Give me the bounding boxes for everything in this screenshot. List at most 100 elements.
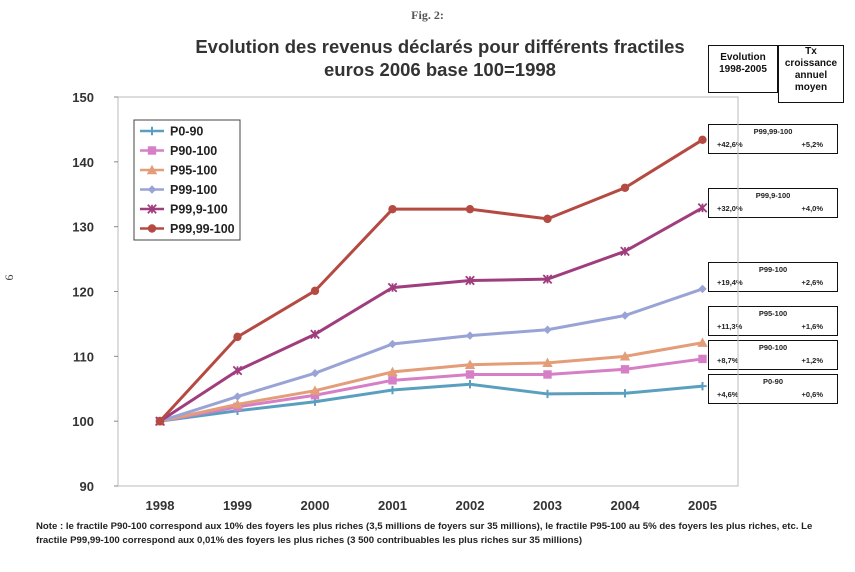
data-point — [543, 214, 552, 224]
data-point — [155, 416, 165, 426]
data-point — [543, 389, 552, 399]
y-tick-label: 120 — [72, 285, 94, 300]
annotation-growth: +2,6% — [801, 278, 823, 287]
legend-label: P99-100 — [170, 183, 217, 197]
annotation-p90: P90-100 +8,7% +1,2% — [708, 340, 838, 370]
y-tick-label: 100 — [72, 414, 94, 429]
legend-label: P99,99-100 — [170, 222, 235, 236]
annotation-name: P0-90 — [762, 377, 783, 386]
annotation-name: P99,9-100 — [755, 191, 791, 200]
data-point — [543, 325, 552, 334]
legend-label: P99,9-100 — [170, 203, 228, 217]
data-point — [620, 246, 630, 257]
annotation-p999: P99,9-100 +32,0% +4,0% — [708, 188, 838, 218]
data-point — [465, 380, 475, 389]
series-line — [159, 357, 703, 423]
data-point — [620, 365, 630, 374]
legend-box — [133, 119, 241, 241]
x-tick-label: 2004 — [611, 498, 641, 513]
legend-label: P0-90 — [170, 125, 203, 139]
annotation-p99: P99-100 +19,4% +2,6% — [708, 262, 838, 292]
x-tick-label: 2000 — [301, 498, 330, 513]
legend-label: P90-100 — [170, 144, 217, 158]
series-line — [158, 138, 704, 423]
x-tick-label: 1998 — [146, 498, 175, 513]
legend-label: P95-100 — [170, 164, 217, 178]
data-point — [147, 146, 157, 155]
annotation-evolution: +11,3% — [717, 322, 743, 331]
data-point — [387, 282, 398, 293]
data-point — [388, 339, 397, 349]
growth-header-line-1: Tx — [805, 46, 817, 57]
data-point — [697, 337, 708, 347]
data-point — [543, 370, 552, 379]
x-tick-label: 1999 — [223, 498, 252, 513]
evolution-header-line-1: Evolution — [720, 52, 766, 63]
annotation-p9999: P99,99-100 +42,6% +5,2% — [708, 124, 838, 154]
x-tick-label: 2005 — [688, 498, 717, 513]
series-line — [159, 287, 703, 423]
data-point — [465, 275, 475, 286]
data-point — [388, 385, 397, 395]
chart-title-line-1: Evolution des revenus déclarés pour diff… — [195, 36, 685, 57]
x-tick-label: 2001 — [378, 498, 407, 513]
data-point — [619, 351, 631, 361]
growth-header-line-2: croissance — [784, 58, 838, 69]
y-tick-label: 140 — [72, 155, 94, 170]
annotation-name: P95-100 — [758, 309, 788, 318]
growth-header: Tx croissance annuel moyen — [778, 45, 844, 103]
data-point — [232, 399, 243, 409]
data-point — [388, 204, 397, 214]
data-point — [697, 203, 708, 213]
footnote: Note : le fractile P90-100 correspond au… — [36, 521, 813, 546]
series-line — [159, 206, 704, 423]
data-point — [542, 274, 553, 285]
annotation-p0-90: P0-90 +4,6% +0,6% — [708, 374, 838, 404]
data-point — [387, 366, 398, 377]
data-point — [310, 286, 320, 296]
data-point — [698, 354, 707, 364]
y-tick-label: 90 — [80, 479, 94, 494]
data-point — [620, 311, 630, 320]
y-tick-label: 150 — [72, 90, 94, 105]
data-point — [233, 332, 242, 342]
annotation-evolution: +8,7% — [717, 356, 739, 365]
growth-header-line-3: annuel — [794, 70, 828, 81]
series-line — [159, 341, 703, 423]
annotation-evolution: +42,6% — [717, 140, 743, 149]
data-point — [620, 389, 630, 398]
figure-label: Fig. 2: — [411, 8, 444, 22]
data-point — [147, 224, 157, 233]
data-point — [698, 135, 707, 144]
data-point — [698, 381, 707, 391]
y-tick-label: 110 — [73, 349, 94, 364]
annotation-growth: +5,2% — [801, 140, 823, 149]
data-point — [232, 365, 243, 376]
data-point — [464, 359, 476, 369]
data-point — [465, 370, 475, 379]
chart-title: Evolution des revenus déclarés pour diff… — [150, 35, 730, 81]
data-point — [465, 331, 475, 340]
data-point — [309, 385, 321, 395]
annotation-p95: P95-100 +11,3% +1,6% — [708, 306, 838, 336]
chart-title-line-2: euros 2006 base 100=1998 — [324, 59, 556, 80]
data-point — [542, 357, 553, 368]
evolution-header: Evolution 1998-2005 — [708, 45, 778, 93]
growth-header-line-4: moyen — [794, 82, 828, 93]
annotation-evolution: +19,4% — [717, 278, 743, 287]
y-tick-label: 130 — [72, 220, 94, 235]
annotation-evolution: +32,0% — [717, 204, 743, 213]
annotation-growth: +4,0% — [801, 204, 823, 213]
annotation-name: P99-100 — [758, 265, 788, 274]
x-tick-label: 2002 — [456, 498, 485, 513]
annotation-name: P90-100 — [758, 343, 788, 352]
annotation-evolution: +4,6% — [717, 390, 739, 399]
annotation-name: P99,99-100 — [753, 127, 793, 136]
data-point — [146, 164, 158, 175]
annotation-growth: +1,6% — [801, 322, 823, 331]
data-point — [620, 183, 630, 192]
data-point — [698, 284, 707, 294]
annotation-growth: +0,6% — [801, 390, 823, 399]
data-point — [310, 391, 320, 400]
